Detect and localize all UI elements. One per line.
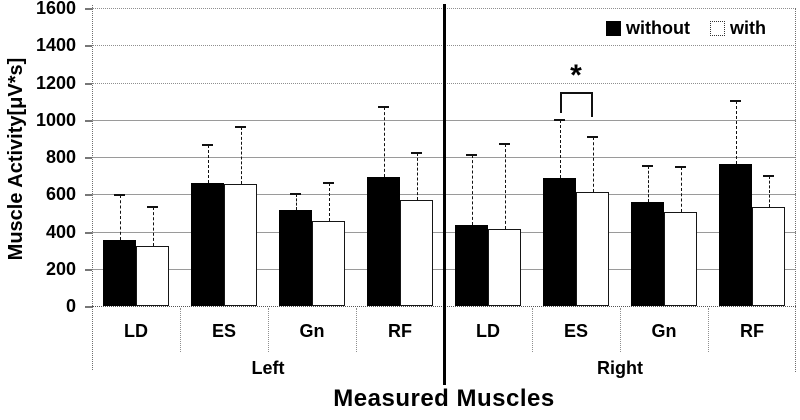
- bar-right-RF-with: [752, 207, 785, 306]
- y-tick-label: 400: [45, 221, 76, 242]
- error-bar-cap: [323, 182, 334, 185]
- category-separator: [268, 308, 269, 352]
- error-bar-cap: [290, 193, 301, 196]
- error-bar-left-Gn-without: [295, 194, 297, 211]
- y-tick-1600: [85, 8, 92, 10]
- x-axis-title: Measured Muscles: [333, 385, 555, 412]
- bracket-top: [559, 91, 593, 94]
- error-bar-cap: [642, 165, 653, 168]
- y-tick-label: 600: [45, 184, 76, 205]
- bar-right-Gn-with: [664, 211, 697, 306]
- y-tick-1400: [85, 45, 92, 48]
- error-bar-left-Gn-with: [328, 183, 330, 222]
- y-tick-1200: [85, 82, 92, 85]
- error-bar-right-ES-with: [592, 136, 594, 193]
- error-bar-cap: [499, 142, 510, 145]
- y-axis-line: [92, 5, 93, 370]
- error-bar-cap: [147, 206, 158, 209]
- error-bar-cap: [114, 194, 125, 197]
- category-label-left-LD: LD: [124, 321, 148, 341]
- error-bar-left-LD-with: [152, 207, 154, 247]
- bracket-right-leg: [590, 91, 593, 117]
- error-bar-cap: [554, 118, 565, 121]
- bar-right-LD-without: [455, 224, 488, 306]
- category-label-right-ES: ES: [563, 321, 588, 341]
- bar-right-ES-without: [543, 178, 576, 306]
- bar-left-LD-without: [103, 239, 136, 306]
- bar-right-ES-with: [576, 192, 609, 306]
- category-separator: [708, 308, 709, 352]
- y-tick-600: [85, 194, 92, 197]
- error-bar-left-RF-without: [383, 106, 385, 177]
- category-label-right-LD: LD: [476, 321, 500, 341]
- legend-item-without: without: [606, 19, 690, 37]
- left-right-divider: [443, 4, 446, 385]
- error-bar-left-ES-without: [207, 144, 209, 184]
- error-bar-right-RF-without: [735, 101, 737, 165]
- category-label-left-Gn: Gn: [299, 321, 325, 341]
- error-bar-cap: [202, 143, 213, 146]
- category-label-left-ES: ES: [211, 321, 236, 341]
- group-label-right: Right: [597, 358, 643, 378]
- y-tick-label: 1400: [35, 35, 76, 56]
- legend-label-without: without: [626, 18, 690, 38]
- y-tick-label: 200: [45, 258, 76, 279]
- bar-left-LD-with: [136, 246, 169, 306]
- y-tick-200: [85, 268, 92, 271]
- legend: without with: [606, 19, 766, 37]
- error-bar-cap: [235, 126, 246, 129]
- plot-right-border: [795, 8, 796, 372]
- y-tick-400: [85, 231, 92, 234]
- group-label-left: Left: [251, 358, 285, 378]
- error-bar-left-ES-with: [240, 127, 242, 184]
- y-tick-800: [85, 157, 92, 159]
- bar-right-LD-with: [488, 228, 521, 306]
- error-bar-left-LD-without: [119, 195, 121, 240]
- y-tick-1000: [85, 119, 92, 122]
- category-separator: [356, 308, 357, 352]
- category-label-right-Gn: Gn: [651, 321, 677, 341]
- category-label-left-RF: RF: [388, 321, 412, 341]
- y-tick-label: 1200: [35, 72, 76, 93]
- category-separator: [532, 308, 533, 352]
- error-bar-cap: [466, 154, 477, 157]
- error-bar-right-ES-without: [559, 119, 561, 179]
- category-separator: [180, 308, 181, 352]
- error-bar-cap: [411, 152, 422, 155]
- category-label-right-RF: RF: [740, 321, 764, 341]
- bar-left-ES-without: [191, 183, 224, 306]
- bar-left-ES-with: [224, 184, 257, 306]
- y-tick-label: 800: [45, 147, 76, 167]
- bar-left-Gn-with: [312, 221, 345, 306]
- bar-right-Gn-without: [631, 201, 664, 306]
- y-tick-0: [85, 306, 92, 308]
- error-bar-cap: [378, 105, 389, 108]
- bar-left-RF-without: [367, 176, 400, 306]
- y-tick-label: 1000: [35, 109, 76, 130]
- y-tick-label: 1600: [35, 0, 76, 18]
- legend-swatch-without-icon: [606, 20, 621, 36]
- error-bar-cap: [675, 166, 686, 169]
- bracket-left-leg: [559, 91, 562, 113]
- error-bar-cap: [587, 135, 598, 138]
- error-bar-left-RF-with: [416, 153, 418, 200]
- error-bar-cap: [763, 174, 774, 177]
- y-tick-label: 0: [65, 296, 76, 316]
- legend-item-with: with: [709, 18, 766, 38]
- significance-star: *: [570, 58, 582, 92]
- bar-left-RF-with: [400, 199, 433, 306]
- legend-swatch-with-icon: [709, 20, 725, 36]
- error-bar-right-RF-with: [768, 175, 770, 208]
- category-separator: [620, 308, 621, 352]
- bar-right-RF-without: [719, 164, 752, 306]
- error-bar-right-Gn-without: [647, 166, 649, 202]
- error-bar-right-LD-without: [471, 155, 473, 225]
- error-bar-right-LD-with: [504, 143, 506, 229]
- bar-left-Gn-without: [279, 210, 312, 306]
- error-bar-right-Gn-with: [680, 167, 682, 212]
- legend-label-with: with: [729, 18, 766, 38]
- error-bar-cap: [730, 100, 741, 103]
